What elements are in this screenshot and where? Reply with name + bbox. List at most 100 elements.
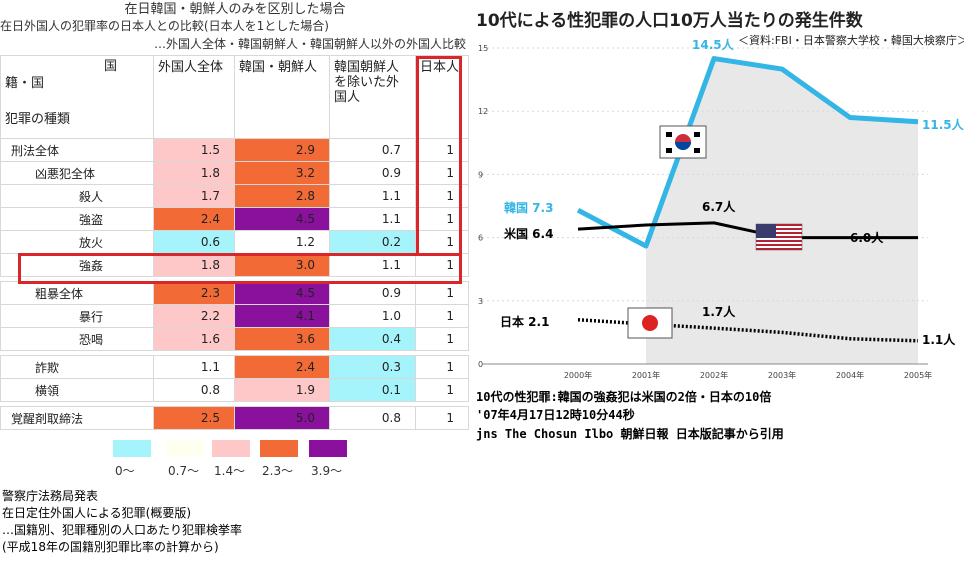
ratio-cell: 0.2 bbox=[329, 230, 416, 254]
japan-end-label: 1.1人 bbox=[922, 332, 956, 347]
ratio-cell: 2.4 bbox=[234, 355, 330, 379]
y-tick-label: 12 bbox=[478, 107, 488, 116]
y-tick-label: 6 bbox=[478, 234, 483, 243]
legend-swatch bbox=[260, 440, 298, 457]
row-label: 凶悪犯全体 bbox=[0, 161, 154, 185]
usa-flag-stripe bbox=[756, 224, 802, 226]
ratio-cell: 0.1 bbox=[329, 378, 416, 402]
ratio-cell: 1.1 bbox=[329, 207, 416, 231]
x-tick-label: 2001年 bbox=[632, 370, 660, 380]
korea-flag-taegeuk-bottom bbox=[675, 142, 691, 150]
row-label: 暴行 bbox=[0, 304, 154, 328]
table-row: 暴行 2.2 4.1 1.0 1 bbox=[0, 304, 469, 328]
table-subtitle-1: 在日外国人の犯罪率の日本人との比較(日本人を1とした場合) bbox=[0, 19, 329, 33]
korea-end-label: 11.5人 bbox=[922, 117, 964, 132]
table-row: 刑法全体 1.5 2.9 0.7 1 bbox=[0, 138, 469, 162]
ratio-cell: 1 bbox=[415, 378, 469, 402]
row-label: 殺人 bbox=[0, 184, 154, 208]
x-tick-label: 2005年 bbox=[904, 370, 932, 380]
ratio-cell: 0.9 bbox=[329, 161, 416, 185]
ratio-cell: 2.3 bbox=[153, 281, 235, 305]
table-row: 殺人 1.7 2.8 1.1 1 bbox=[0, 184, 469, 208]
usa-peak-label: 6.7人 bbox=[702, 199, 736, 214]
ratio-cell: 3.0 bbox=[234, 253, 330, 277]
ratio-cell: 1 bbox=[415, 304, 469, 328]
ratio-cell: 0.4 bbox=[329, 327, 416, 351]
table-row: 放火 0.6 1.2 0.2 1 bbox=[0, 230, 469, 254]
usa-start-label: 米国 6.4 bbox=[504, 226, 553, 241]
ratio-cell: 1.1 bbox=[329, 253, 416, 277]
chart-caption-2: '07年4月17日12時10分44秒 bbox=[476, 408, 635, 422]
ratio-cell: 1.1 bbox=[153, 355, 235, 379]
row-label: 恐喝 bbox=[0, 327, 154, 351]
source-note-1: 警察庁法務局発表 bbox=[2, 489, 99, 503]
source-note-4: (平成18年の国籍別犯罪比率の計算から) bbox=[2, 540, 219, 554]
row-label: 横領 bbox=[0, 378, 154, 402]
x-tick-label: 2004年 bbox=[836, 370, 864, 380]
table-header-row: 国 籍・国 犯罪の種類 外国人全体 韓国・朝鮮人 韓国朝鮮人を除いた外国人 日本… bbox=[0, 55, 469, 139]
legend-swatch bbox=[113, 440, 151, 457]
row-label: 刑法全体 bbox=[0, 138, 154, 162]
column-header: 韓国・朝鮮人 bbox=[234, 55, 330, 139]
ratio-cell: 4.5 bbox=[234, 207, 330, 231]
ratio-cell: 5.0 bbox=[234, 406, 330, 430]
table-row: 強盗 2.4 4.5 1.1 1 bbox=[0, 207, 469, 231]
ratio-cell: 4.5 bbox=[234, 281, 330, 305]
ratio-cell: 0.3 bbox=[329, 355, 416, 379]
japan-peak-label: 1.7人 bbox=[702, 304, 736, 319]
crime-ratio-table-panel: 在日韓国・朝鮮人のみを区別した場合 在日外国人の犯罪率の日本人との比較(日本人を… bbox=[0, 0, 470, 561]
table-row: 粗暴全体 2.3 4.5 0.9 1 bbox=[0, 281, 469, 305]
usa-flag-stripe bbox=[756, 244, 802, 246]
crime-ratio-table: 国 籍・国 犯罪の種類 外国人全体 韓国・朝鮮人 韓国朝鮮人を除いた外国人 日本… bbox=[0, 55, 469, 430]
x-tick-label: 2003年 bbox=[768, 370, 796, 380]
source-note-3: …国籍別、犯罪種別の人口あたり犯罪検挙率 bbox=[2, 523, 243, 537]
column-header: 韓国朝鮮人を除いた外国人 bbox=[329, 55, 416, 139]
y-tick-label: 0 bbox=[478, 360, 483, 369]
legend-label: 2.3〜 bbox=[262, 464, 294, 478]
chart-caption-1: 10代の性犯罪:韓国の強姦犯は米国の2倍・日本の10倍 bbox=[476, 390, 772, 404]
ratio-cell: 1.0 bbox=[329, 304, 416, 328]
usa-flag-canton bbox=[756, 224, 776, 238]
japan-start-label: 日本 2.1 bbox=[500, 314, 549, 329]
table-subtitle-2: …外国人全体・韓国朝鮮人・韓国朝鮮人以外の外国人比較 bbox=[153, 37, 466, 51]
y-tick-label: 9 bbox=[478, 170, 483, 179]
chart-source: ＜資料:FBI・日本警察大学校・韓国大検察庁＞ bbox=[738, 34, 964, 47]
row-label: 放火 bbox=[0, 230, 154, 254]
usa-end-label: 6.0人 bbox=[850, 230, 884, 245]
table-row: 横領 0.8 1.9 0.1 1 bbox=[0, 378, 469, 402]
ratio-cell: 1 bbox=[415, 406, 469, 430]
usa-flag-stripe bbox=[756, 232, 802, 234]
row-label: 覚醒剤取締法 bbox=[0, 406, 154, 430]
table-row: 覚醒剤取締法 2.5 5.0 0.8 1 bbox=[0, 406, 469, 430]
ratio-cell: 1.6 bbox=[153, 327, 235, 351]
korea-flag-trigram bbox=[694, 132, 700, 137]
ratio-cell: 1 bbox=[415, 281, 469, 305]
ratio-cell: 0.8 bbox=[153, 378, 235, 402]
korea-start-label: 韓国 7.3 bbox=[504, 200, 553, 215]
table-row: 恐喝 1.6 3.6 0.4 1 bbox=[0, 327, 469, 351]
y-tick-label: 15 bbox=[478, 44, 488, 53]
row-label: 強盗 bbox=[0, 207, 154, 231]
table-title: 在日韓国・朝鮮人のみを区別した場合 bbox=[124, 2, 346, 17]
header-corner-nationality-label: 籍・国 bbox=[5, 76, 45, 91]
ratio-cell: 2.4 bbox=[153, 207, 235, 231]
series-line-usa bbox=[577, 221, 918, 240]
usa-flag-stripe bbox=[756, 248, 802, 250]
ratio-cell: 1.9 bbox=[234, 378, 330, 402]
ratio-cell: 0.9 bbox=[329, 281, 416, 305]
series-line-korea bbox=[576, 56, 919, 249]
ratio-cell: 1 bbox=[415, 355, 469, 379]
x-tick-label: 2002年 bbox=[700, 370, 728, 380]
usa-flag-stripe bbox=[756, 240, 802, 242]
ratio-cell: 2.2 bbox=[153, 304, 235, 328]
header-corner-nationality: 国 bbox=[103, 59, 117, 74]
chart-caption-3: jns The Chosun Ilbo 朝鮮日報 日本版記事から引用 bbox=[476, 427, 784, 441]
korea-flag-trigram bbox=[694, 148, 700, 153]
sex-crime-line-chart: 0 3 6 9 12 15 2000年 2001年 2002年 2003年 2004年 2005年 韓国… bbox=[478, 37, 964, 380]
chart-title: 10代による性犯罪の人口10万人当たりの発生件数 bbox=[476, 11, 863, 31]
ratio-cell: 4.1 bbox=[234, 304, 330, 328]
rape-row-highlight bbox=[18, 253, 462, 284]
ratio-cell: 1.5 bbox=[153, 138, 235, 162]
column-header: 外国人全体 bbox=[153, 55, 235, 139]
header-corner: 国 籍・国 犯罪の種類 bbox=[0, 55, 154, 139]
